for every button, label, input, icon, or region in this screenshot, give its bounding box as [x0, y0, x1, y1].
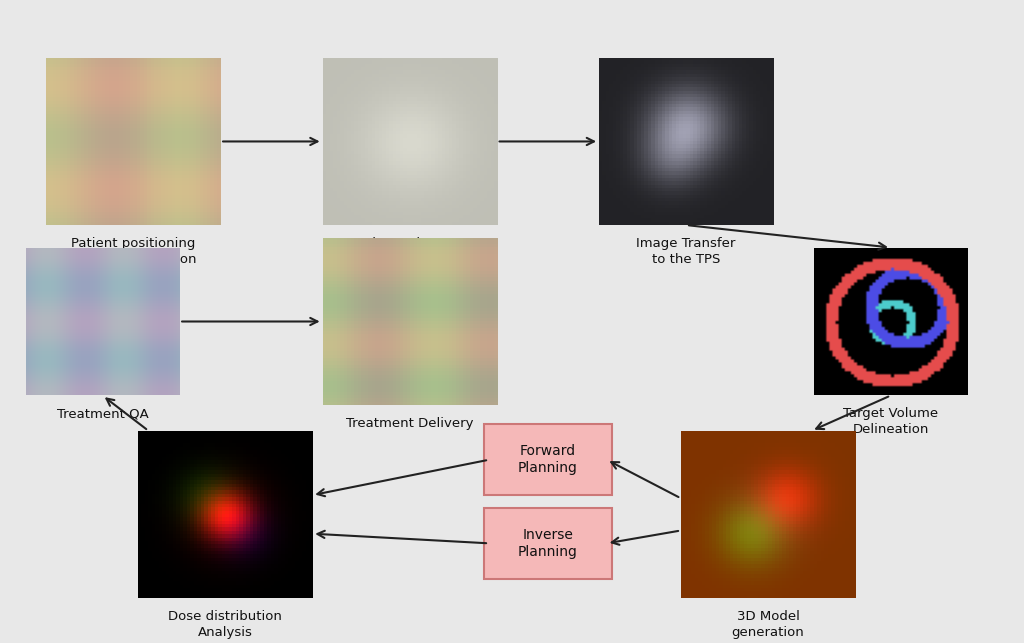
Text: Patient positioning
and Immobilization: Patient positioning and Immobilization: [70, 237, 197, 266]
Text: Inverse
Planning: Inverse Planning: [518, 528, 578, 559]
Text: 3D Model
generation: 3D Model generation: [731, 610, 805, 638]
Text: Image Transfer
to the TPS: Image Transfer to the TPS: [636, 237, 736, 266]
Text: Forward
Planning: Forward Planning: [518, 444, 578, 475]
Text: Dose distribution
Analysis: Dose distribution Analysis: [168, 610, 283, 638]
Text: Treatment QA: Treatment QA: [56, 407, 148, 420]
Text: Volumetric Data
acqusition: Volumetric Data acqusition: [356, 237, 463, 266]
Text: Treatment Delivery: Treatment Delivery: [346, 417, 473, 430]
FancyBboxPatch shape: [484, 508, 612, 579]
FancyBboxPatch shape: [484, 424, 612, 495]
Text: Target Volume
Delineation: Target Volume Delineation: [844, 407, 938, 436]
